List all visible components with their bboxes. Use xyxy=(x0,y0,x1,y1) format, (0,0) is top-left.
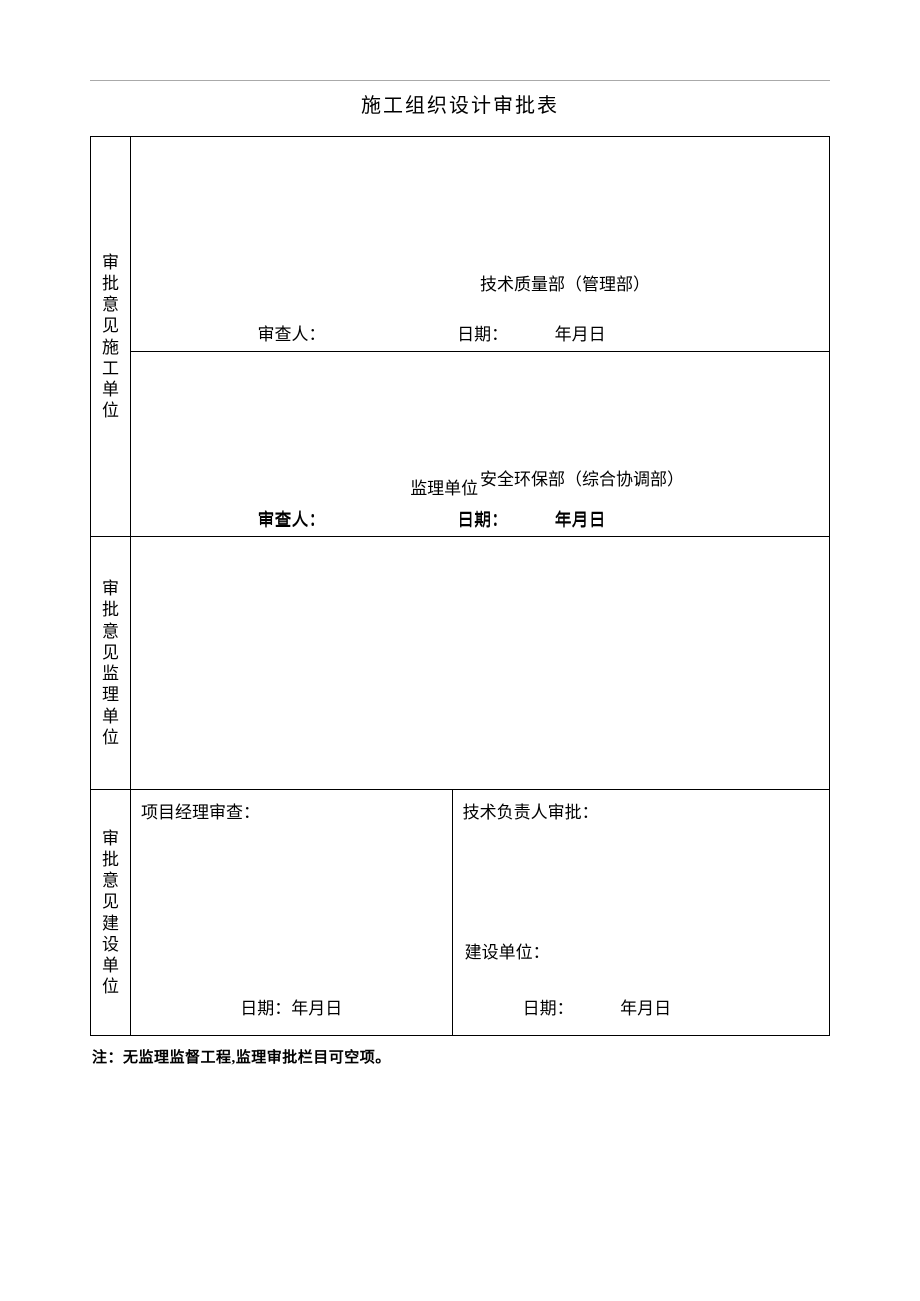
signature-line: 审查人： 日期： 年月日 xyxy=(131,320,829,345)
date-label: 日期： xyxy=(457,511,508,530)
date-line: 日期：年月日 xyxy=(131,994,452,1019)
cell-owner: 项目经理审查： 日期：年月日 技术负责人审批： 建设单位： 日期： xyxy=(131,790,830,1036)
table-row: 审批意见监理单位 监理单位 审查人： 日期： 年月日 xyxy=(91,537,830,790)
tech-lead-approve-label: 技术负责人审批： xyxy=(463,798,819,823)
page-title: 施工组织设计审批表 xyxy=(90,89,830,118)
vlabel-text: 审批意见监理单位 xyxy=(102,578,119,748)
ymd-text: 年月日 xyxy=(620,999,671,1018)
row-label-construction: 审批意见施工单位 xyxy=(91,137,131,537)
footnote: 注：无监理监督工程,监理审批栏目可空项。 xyxy=(92,1046,830,1067)
cell-construction-tech: 技术质量部（管理部） 审查人： 日期： 年月日 xyxy=(131,137,830,352)
date-label: 日期： xyxy=(240,999,291,1018)
dept-safety-env: 安全环保部（综合协调部） xyxy=(480,465,684,490)
table-row: 审批意见建设单位 项目经理审查： 日期：年月日 xyxy=(91,790,830,1036)
reviewer-label: 审查人： xyxy=(258,325,326,344)
cell-owner-right: 技术负责人审批： 建设单位： 日期： 年月日 xyxy=(452,790,829,1035)
header-rule xyxy=(90,80,830,81)
date-label: 日期： xyxy=(523,999,574,1018)
cell-owner-left: 项目经理审查： 日期：年月日 xyxy=(131,790,452,1035)
owner-unit-label: 建设单位： xyxy=(465,938,550,963)
pm-review-label: 项目经理审查： xyxy=(141,798,442,823)
row-label-owner: 审批意见建设单位 xyxy=(91,790,131,1036)
vlabel-text: 审批意见施工单位 xyxy=(102,252,119,422)
date-label: 日期： xyxy=(457,325,508,344)
dept-supervision: 监理单位 xyxy=(410,474,478,499)
row-label-supervision: 审批意见监理单位 xyxy=(91,537,131,790)
reviewer-label: 审查人： xyxy=(258,511,326,530)
signature-line: 审查人： 日期： 年月日 xyxy=(131,506,829,531)
ymd-text: 年月日 xyxy=(555,325,606,344)
table-row: 审批意见施工单位 技术质量部（管理部） 审查人： 日期： 年月日 xyxy=(91,137,830,352)
dept-tech-quality: 技术质量部（管理部） xyxy=(480,270,650,295)
vlabel-text: 审批意见建设单位 xyxy=(102,828,119,998)
date-line: 日期： 年月日 xyxy=(453,994,829,1019)
ymd-text: 年月日 xyxy=(555,511,606,530)
cell-supervision: 监理单位 审查人： 日期： 年月日 xyxy=(131,537,830,790)
ymd-text: 年月日 xyxy=(291,999,342,1018)
approval-form-table: 审批意见施工单位 技术质量部（管理部） 审查人： 日期： 年月日 安全环保部（综… xyxy=(90,136,830,1036)
